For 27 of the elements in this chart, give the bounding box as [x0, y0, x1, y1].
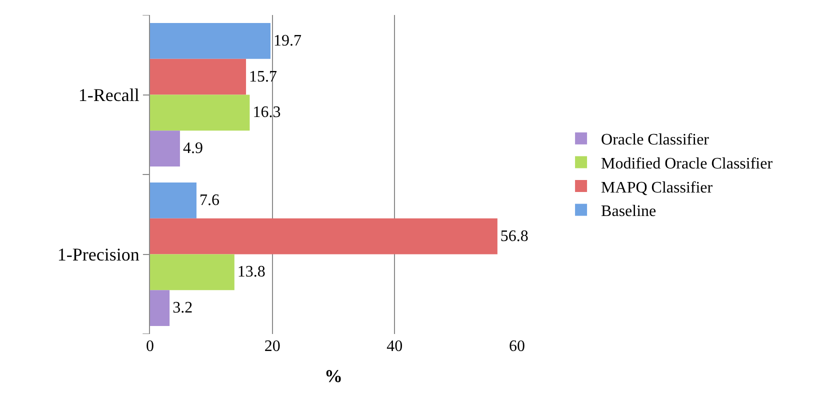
data-label: 56.8 — [500, 228, 528, 245]
bar — [150, 22, 270, 59]
x-tick-label: 20 — [264, 338, 280, 355]
legend-label: Oracle Classifier — [601, 132, 710, 149]
data-label: 3.2 — [172, 300, 193, 317]
bar — [150, 218, 498, 254]
data-label: 15.7 — [249, 68, 278, 86]
y-tick-label: 1-Recall — [78, 85, 140, 106]
data-label: 13.8 — [237, 264, 266, 281]
data-label: 7.6 — [199, 192, 220, 209]
bar — [150, 58, 246, 95]
bar — [150, 254, 234, 290]
x-tick-label: 0 — [146, 338, 154, 355]
bar — [150, 130, 180, 167]
x-axis-title: % — [324, 366, 342, 386]
legend-label: Modified Oracle Classifier — [601, 155, 774, 172]
legend-label: Baseline — [601, 203, 656, 220]
data-label: 4.9 — [182, 140, 203, 158]
y-tick-label: 1-Precision — [57, 244, 140, 265]
data-label: 16.3 — [252, 104, 281, 122]
bar — [150, 290, 170, 326]
bar — [150, 94, 250, 131]
bar — [150, 182, 196, 218]
x-tick-label: 60 — [509, 338, 525, 355]
data-label: 19.7 — [274, 32, 302, 50]
legend-label: MAPQ Classifier — [601, 179, 714, 196]
x-tick-label: 40 — [386, 338, 403, 355]
